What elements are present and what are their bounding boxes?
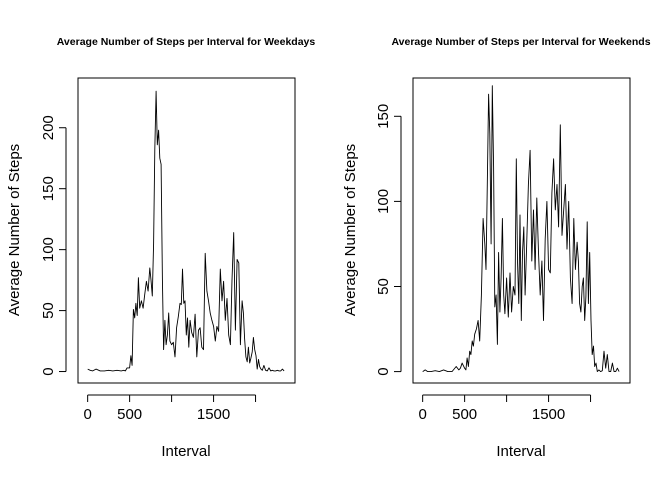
weekends-x-axis: 0 500 1500 (418, 394, 592, 423)
weekdays-title: Average Number of Steps per Interval for… (57, 36, 316, 48)
weekdays-y-tick-label: 0 (40, 367, 57, 375)
weekends-y-axis: 0 50 100 150 (375, 104, 402, 376)
weekends-panel: Average Number of Steps per Interval for… (342, 36, 651, 460)
weekdays-x-tick-label: 0 (83, 406, 91, 423)
weekdays-y-tick-label: 100 (40, 237, 57, 262)
weekends-x-tick-label: 1500 (532, 406, 565, 423)
weekends-y-tick-label: 50 (375, 278, 392, 295)
weekdays-panel: Average Number of Steps per Interval for… (6, 36, 315, 460)
weekends-x-tick-label: 0 (418, 406, 426, 423)
weekdays-x-tick-label: 500 (117, 406, 142, 423)
weekends-y-tick-label: 100 (375, 189, 392, 214)
weekends-series-line-0 (422, 85, 620, 373)
weekdays-series-layer (87, 90, 285, 372)
weekends-x-tick-label: 500 (452, 406, 477, 423)
weekdays-plot-box (77, 77, 296, 384)
weekdays-x-axis-label: Interval (161, 443, 210, 460)
weekends-y-axis-label: Average Number of Steps (342, 144, 359, 316)
weekdays-x-axis: 0 500 1500 (83, 394, 257, 423)
weekdays-y-tick-label: 200 (40, 115, 57, 140)
weekends-y-tick-label: 150 (375, 104, 392, 129)
weekends-y-tick-label: 0 (375, 367, 392, 375)
weekdays-y-axis-label: Average Number of Steps (6, 144, 23, 316)
weekends-series-layer (422, 85, 620, 373)
weekends-title: Average Number of Steps per Interval for… (391, 36, 650, 48)
weekdays-y-tick-label: 50 (40, 302, 57, 319)
weekends-plot-box (412, 77, 631, 384)
weekdays-y-axis: 0 50 100 150 200 (40, 115, 67, 376)
weekdays-series-line-0 (87, 90, 285, 372)
weekdays-x-tick-label: 1500 (197, 406, 230, 423)
weekends-x-axis-label: Interval (496, 443, 545, 460)
weekdays-y-tick-label: 150 (40, 176, 57, 201)
